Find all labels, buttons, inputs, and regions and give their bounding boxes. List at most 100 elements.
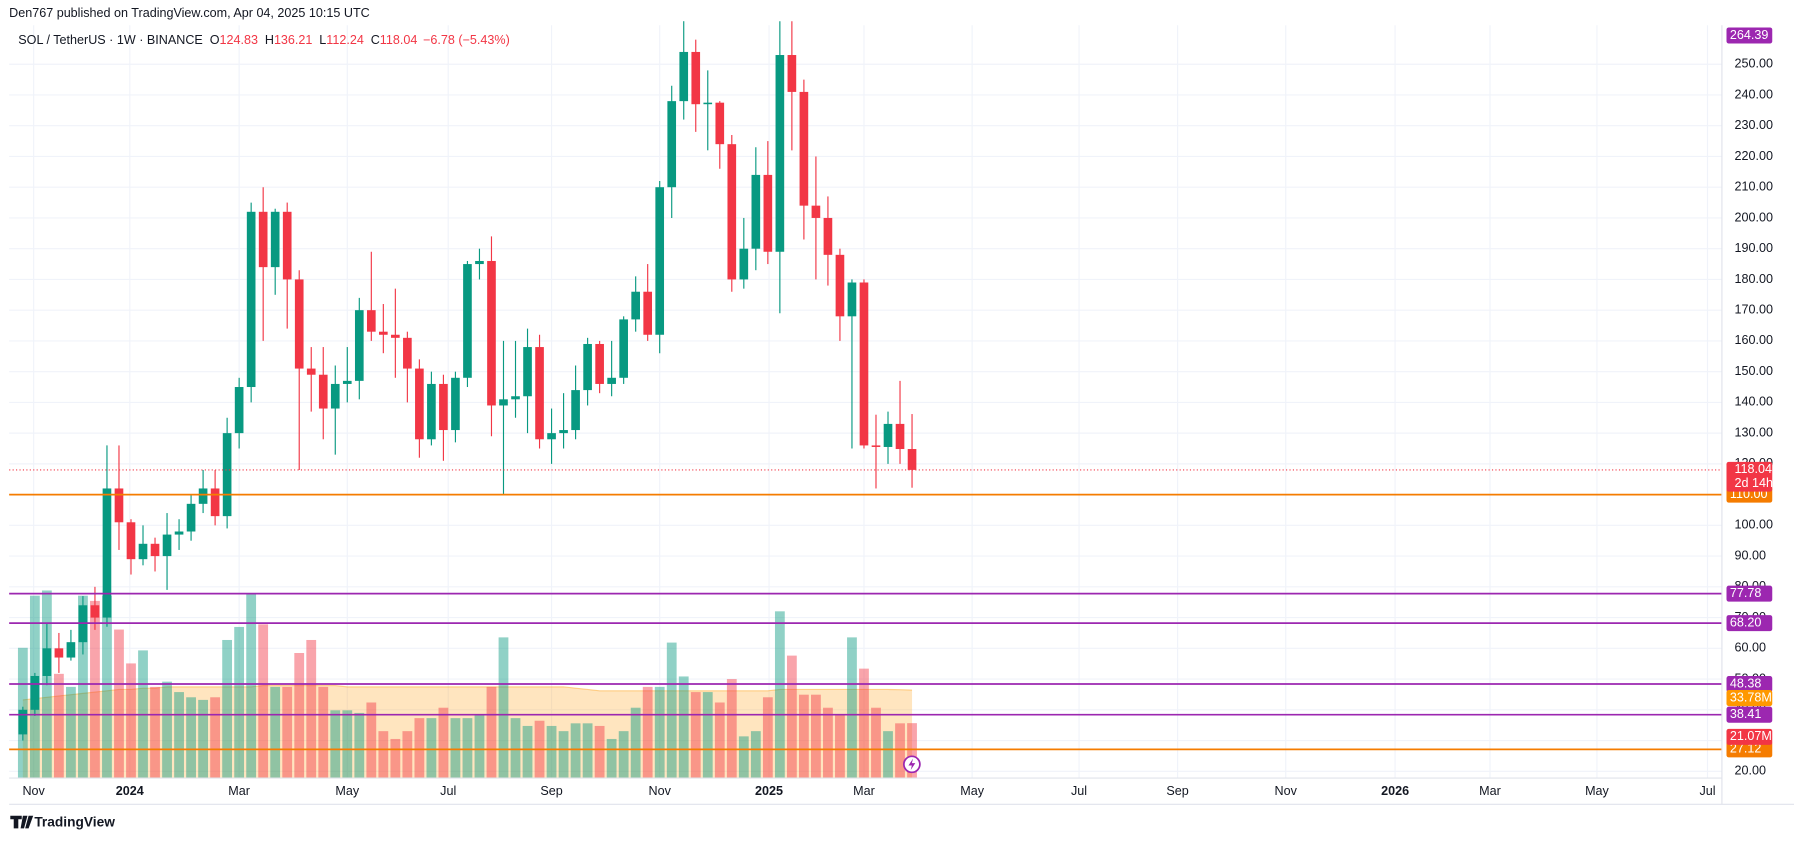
volume-bar: [546, 725, 557, 779]
candle-body: [535, 347, 544, 440]
candle-body: [655, 187, 665, 335]
candle-body: [270, 211, 280, 268]
candle-body: [451, 377, 460, 431]
volume-bar: [426, 718, 437, 779]
x-tick-label: Mar: [853, 784, 875, 798]
volume-bar: [162, 681, 172, 779]
y-tick-label: 200.00: [1735, 210, 1773, 224]
volume-label-box: [1726, 728, 1773, 745]
x-tick-label: Sep: [1166, 784, 1188, 798]
volume-bar: [474, 715, 485, 779]
candle-body: [643, 291, 653, 335]
candle-body: [90, 605, 100, 618]
candle-body: [727, 144, 737, 280]
volume-bar: [823, 707, 833, 779]
x-tick-label: May: [960, 784, 984, 798]
volume-bar: [402, 731, 413, 779]
candle-body: [42, 648, 52, 676]
volume-bar: [78, 595, 88, 779]
volume-bar: [486, 686, 497, 779]
volume-bar: [582, 723, 593, 779]
level-label-box: [1726, 615, 1773, 632]
volume-bar: [66, 686, 76, 779]
volume-bar: [282, 686, 293, 779]
candle-body: [30, 675, 40, 710]
x-tick-label: Nov: [22, 784, 45, 798]
candle-body: [246, 211, 256, 388]
volume-bar: [907, 723, 917, 779]
ohlc-value: 112.24: [326, 34, 364, 48]
volume-bar: [498, 637, 509, 779]
volume-bar: [714, 702, 725, 779]
candle-body: [102, 488, 112, 618]
volume-bar: [90, 600, 100, 779]
volume-bar: [594, 725, 605, 779]
candle-body: [763, 174, 773, 252]
volume-bar: [390, 738, 401, 779]
x-tick-label: Jul: [440, 784, 456, 798]
volume-bar: [786, 655, 797, 779]
volume-bar: [366, 702, 377, 779]
y-tick-label: 150.00: [1735, 364, 1773, 378]
level-label-box: [1726, 706, 1773, 723]
candle-body: [499, 399, 508, 406]
x-tick-label: 2024: [116, 784, 144, 798]
ohlc-key: O: [210, 34, 220, 48]
y-tick-label: 220.00: [1735, 149, 1773, 163]
candle-body: [823, 217, 833, 255]
y-tick-label: 250.00: [1735, 57, 1773, 71]
level-label: 38.41: [1730, 707, 1761, 721]
y-tick-label: 170.00: [1735, 302, 1773, 316]
volume-ma-line: [22, 684, 913, 701]
candle-body: [631, 291, 640, 320]
y-tick-label: 90.00: [1735, 548, 1766, 562]
candle-body: [210, 488, 220, 517]
volume-bar: [798, 694, 809, 779]
publisher: Den767 published on TradingView.com, Apr…: [9, 6, 370, 20]
candle-body: [703, 102, 713, 105]
level-label-box: [1726, 27, 1773, 44]
volume-bar: [378, 731, 389, 779]
volume-bar: [522, 725, 533, 779]
candle-body: [18, 709, 28, 735]
x-tick-label: Nov: [1275, 784, 1298, 798]
volume-bar: [174, 692, 184, 779]
x-tick-label: May: [335, 784, 359, 798]
volume-bar: [654, 686, 665, 779]
volume-bar: [126, 663, 136, 779]
volume-ma-area: [22, 685, 913, 779]
x-tick-label: Mar: [1479, 784, 1501, 798]
x-tick-label: Jul: [1699, 784, 1715, 798]
candle-body: [126, 522, 136, 560]
candle-body: [54, 648, 64, 658]
x-tick-label: Jul: [1071, 784, 1087, 798]
y-tick-label: 60.00: [1735, 641, 1766, 655]
candle-body: [391, 334, 400, 338]
volume-bar: [342, 710, 353, 779]
candle-body: [174, 531, 184, 535]
volume-bar: [438, 707, 449, 779]
tv-logo: [10, 815, 34, 829]
candle-body: [439, 383, 448, 431]
candle-body: [895, 423, 905, 450]
candle-body: [366, 310, 376, 332]
candle-body: [715, 102, 725, 145]
volume-bar: [738, 736, 749, 779]
level-label-box: [1726, 741, 1773, 758]
ohlc-value: 124.83: [219, 34, 257, 48]
symbol: SOL / TetherUS · 1W · BINANCE: [18, 34, 203, 48]
x-tick-label: Nov: [649, 784, 672, 798]
volume-bar: [246, 593, 257, 779]
ohlc-value: 136.21: [274, 34, 312, 48]
candle-body: [691, 51, 701, 105]
y-tick-label: 190.00: [1735, 241, 1773, 255]
volume-bar: [678, 676, 689, 779]
candle-body: [607, 377, 616, 384]
volume-bar: [186, 697, 196, 779]
volume-bar: [54, 673, 64, 779]
volume-bar: [702, 692, 713, 779]
volume-bar: [847, 637, 857, 779]
y-tick-label: 160.00: [1735, 333, 1773, 347]
volume-bar: [883, 731, 893, 779]
